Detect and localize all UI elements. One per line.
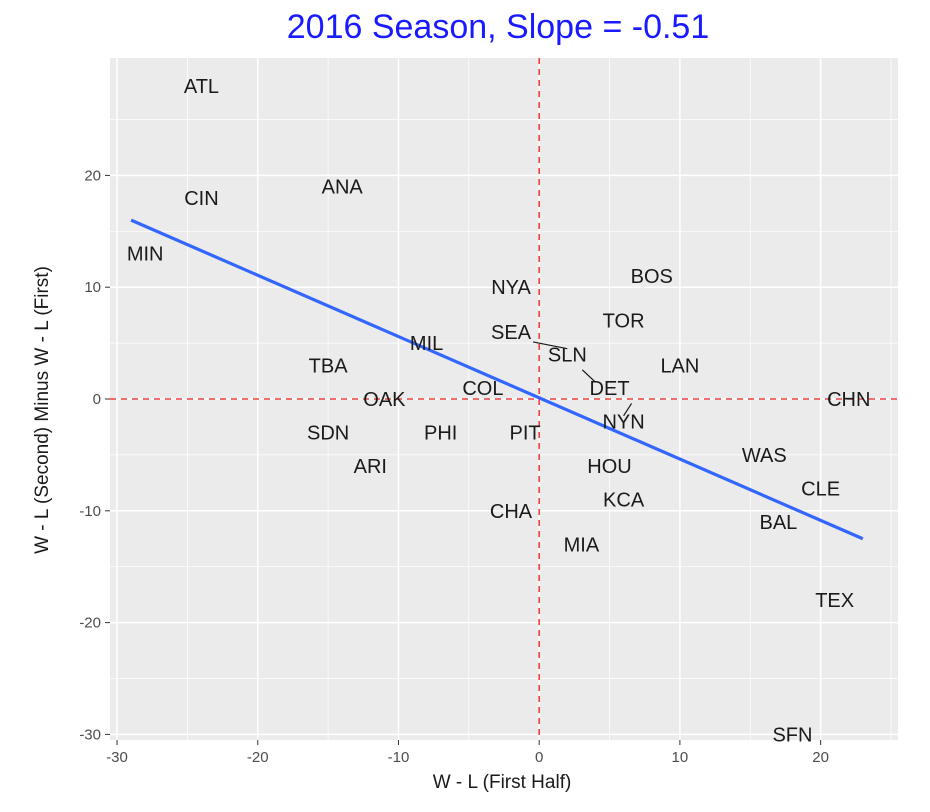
point-label-sdn: SDN (307, 423, 349, 445)
y-tick-label: -20 (79, 615, 101, 632)
x-tick-label: -10 (388, 749, 410, 766)
point-label-det: DET (590, 378, 630, 400)
point-label-kca: KCA (603, 490, 645, 512)
point-label-hou: HOU (587, 456, 631, 478)
y-axis: -30 -20 -10 0 10 20 (79, 167, 110, 743)
point-label-mil: MIL (410, 333, 443, 355)
point-label-cin: CIN (184, 188, 218, 210)
x-tick-label: 10 (672, 749, 689, 766)
fit-line (130, 218, 864, 541)
point-label-ana: ANA (322, 177, 364, 199)
fit-line-group (130, 218, 864, 541)
point-label-nya: NYA (491, 277, 531, 299)
point-label-bal: BAL (759, 512, 797, 534)
point-label-chn: CHN (827, 389, 870, 411)
chart-title: 2016 Season, Slope = -0.51 (287, 8, 710, 46)
point-label-sln: SLN (548, 344, 587, 366)
x-tick-label: -30 (106, 749, 128, 766)
y-axis-title: W - L (Second) Minus W - L (First) (32, 266, 53, 554)
point-label-atl: ATL (184, 76, 219, 98)
x-tick-label: -20 (247, 749, 269, 766)
y-tick-label: 20 (84, 167, 101, 184)
point-label-was: WAS (742, 445, 787, 467)
y-tick-label: 10 (84, 279, 101, 296)
y-tick-label: -10 (79, 503, 101, 520)
point-label-sea: SEA (491, 322, 532, 344)
point-label-mia: MIA (564, 534, 600, 556)
point-label-oak: OAK (363, 389, 406, 411)
label-connector (623, 403, 633, 417)
label-connectors (532, 341, 633, 417)
team-labels: ATL CIN ANA MIN NYA BOS SEA TOR MIL SLN TBA LAN COL D… (127, 76, 871, 746)
point-label-cle: CLE (801, 478, 840, 500)
y-tick-label: 0 (93, 391, 101, 408)
point-label-pit: PIT (510, 423, 541, 445)
label-connector (532, 341, 568, 350)
point-label-col: COL (462, 378, 503, 400)
point-label-ari: ARI (354, 456, 387, 478)
point-label-phi: PHI (424, 423, 457, 445)
point-label-cha: CHA (490, 501, 533, 523)
x-axis-title: W - L (First Half) (433, 772, 572, 793)
point-label-min: MIN (127, 244, 164, 266)
point-label-tba: TBA (309, 355, 349, 377)
point-label-tex: TEX (815, 590, 854, 612)
point-label-nyn: NYN (602, 411, 644, 433)
point-label-sfn: SFN (772, 724, 812, 746)
point-label-tor: TOR (603, 311, 645, 333)
x-axis: -30 -20 -10 0 10 20 (106, 740, 829, 766)
y-tick-label: -30 (79, 726, 101, 743)
point-label-lan: LAN (660, 355, 699, 377)
x-tick-label: 20 (812, 749, 829, 766)
label-connector (581, 369, 596, 383)
x-tick-label: 0 (535, 749, 543, 766)
point-label-bos: BOS (631, 266, 673, 288)
